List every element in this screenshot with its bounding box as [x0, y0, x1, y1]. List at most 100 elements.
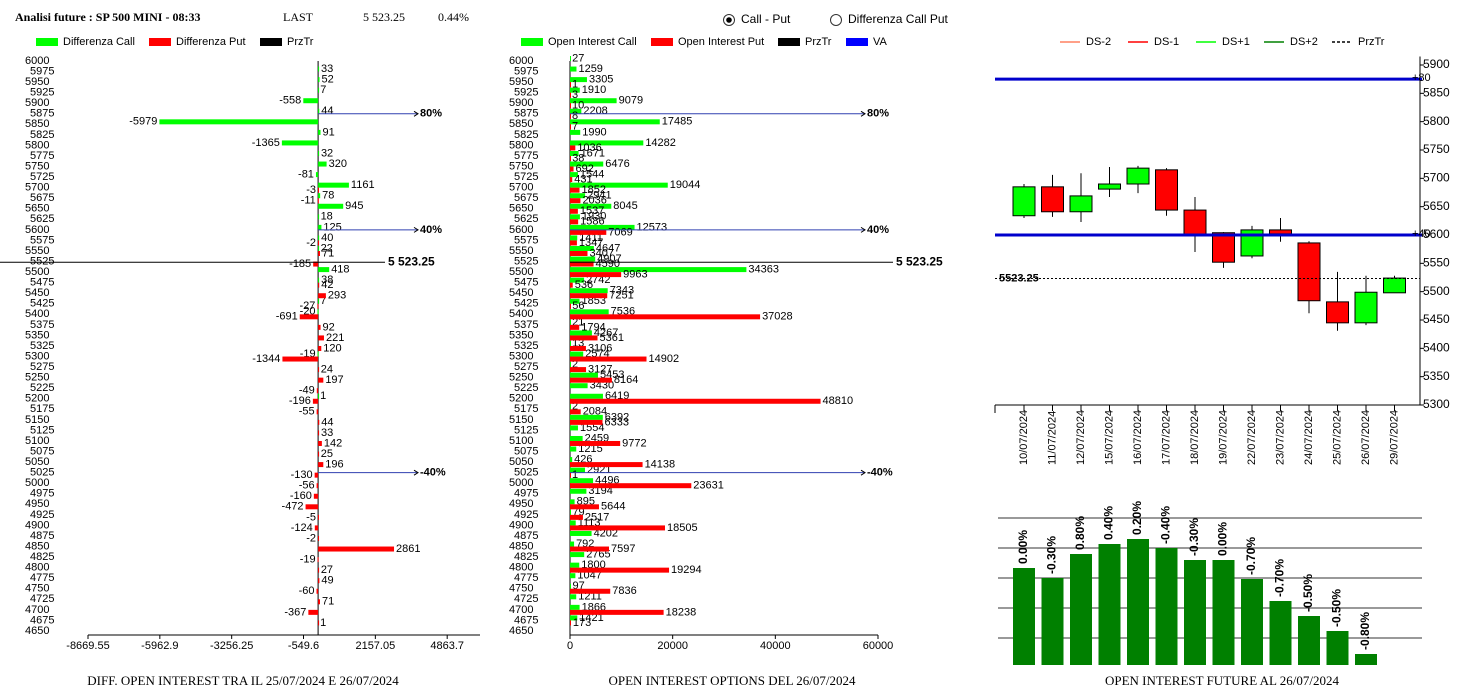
x-tick-label: 18/07/2024: [1189, 410, 1201, 465]
strike-label: 5500: [509, 266, 533, 278]
future-grid: [998, 517, 1422, 639]
strike-label: 5275: [30, 361, 54, 373]
bar: [1184, 560, 1206, 665]
bar-label: 23631: [693, 480, 724, 492]
bar-label: 1: [320, 390, 326, 402]
bar: [318, 578, 320, 584]
bar: [570, 530, 592, 536]
strike-label: 5800: [509, 139, 533, 151]
bar-label: 142: [324, 437, 342, 449]
bar: [570, 594, 577, 600]
legend-label: DS-1: [1154, 36, 1179, 48]
bar: [316, 388, 319, 394]
radio-label[interactable]: Differenza Call Put: [848, 12, 948, 26]
bar: [570, 324, 580, 330]
y-tick-label: 5650: [1423, 199, 1450, 213]
bar: [1241, 579, 1263, 665]
bar: [570, 92, 571, 98]
strike-label: 4750: [509, 583, 533, 595]
y-tick-label: 5450: [1423, 312, 1450, 326]
candle-body: [1212, 232, 1235, 263]
bar-label: -27: [299, 300, 315, 312]
bar: [159, 119, 319, 125]
y-tick-label: 5300: [1423, 397, 1450, 411]
change-label: -0.50%: [1330, 589, 1344, 627]
bar-label: 3: [572, 89, 578, 101]
bar-label: -60: [299, 585, 315, 597]
bar: [570, 124, 571, 130]
strike-label: 5850: [509, 118, 533, 130]
y-tick-label: 5850: [1423, 86, 1450, 100]
bar: [318, 298, 320, 304]
bar: [318, 108, 320, 114]
ref-label: -40%: [867, 467, 893, 479]
strike-label: 4775: [514, 572, 538, 584]
strike-label: 5300: [509, 350, 533, 362]
bar: [318, 187, 320, 193]
bar-label: -124: [291, 522, 313, 534]
radio-label[interactable]: Call - Put: [741, 12, 791, 26]
bar: [570, 457, 573, 463]
x-tick-label: 40000: [760, 640, 791, 652]
bar-label: 78: [322, 190, 334, 202]
bar: [570, 208, 578, 214]
bar: [570, 250, 588, 256]
bar-label: 5644: [601, 501, 625, 513]
bar-label: 1259: [578, 63, 602, 75]
candle-body: [1354, 291, 1378, 324]
x-tick-label: 15/07/2024: [1103, 410, 1115, 465]
bar: [570, 425, 578, 431]
x-tick-label: -8669.55: [66, 640, 109, 652]
radio[interactable]: [830, 14, 842, 26]
bar: [318, 182, 349, 188]
bar-label: 5361: [600, 332, 624, 344]
ref-arrow: [413, 226, 419, 233]
bar: [570, 155, 571, 161]
bar: [570, 166, 574, 172]
bar: [1013, 568, 1035, 665]
strike-label: 5700: [509, 182, 533, 194]
bar-label: -1344: [252, 353, 280, 365]
bar: [318, 277, 320, 283]
bar-label: 7: [320, 84, 326, 96]
bar: [570, 103, 571, 109]
change-label: 0.20%: [1130, 501, 1144, 535]
bar: [570, 573, 576, 579]
bar-label: 7: [320, 295, 326, 307]
strike-label: 5375: [514, 319, 538, 331]
strike-label: 5675: [30, 192, 54, 204]
ref-label: 80%: [867, 108, 889, 120]
bar-label: 2941: [587, 190, 611, 202]
bar-label: 24: [321, 364, 333, 376]
bar: [570, 150, 579, 156]
bar-label: 4267: [594, 327, 618, 339]
bar-label: -5: [306, 511, 316, 523]
bar: [570, 98, 617, 104]
strike-label: 5500: [25, 266, 49, 278]
bar-label: 8045: [613, 200, 637, 212]
strike-label: 5475: [514, 277, 538, 289]
legend-label: PrzTr: [805, 36, 832, 48]
strike-label: 5575: [514, 234, 538, 246]
strike-label: 5100: [509, 435, 533, 447]
bar: [318, 430, 320, 436]
bar: [570, 419, 603, 425]
strike-label: 4925: [514, 509, 538, 521]
strike-label: 5275: [514, 361, 538, 373]
bar: [570, 562, 580, 568]
strike-label: 5525: [514, 255, 538, 267]
strike-label: 4700: [25, 604, 49, 616]
radio-call-put[interactable]: Call - Put: [723, 12, 792, 26]
ref-label: 40%: [420, 224, 442, 236]
bar: [318, 150, 320, 156]
change-value: 0.44%: [438, 10, 469, 24]
bar-label: 27: [572, 52, 584, 64]
change-label: -0.50%: [1301, 574, 1315, 612]
bar: [318, 599, 320, 605]
bar-label: 2517: [585, 511, 609, 523]
strike-label: 5725: [514, 171, 538, 183]
radio-diff[interactable]: Differenza Call Put: [830, 12, 949, 26]
candle-body: [1183, 209, 1207, 236]
ref-label: +40: [1412, 228, 1431, 240]
strike-label: 5150: [509, 414, 533, 426]
